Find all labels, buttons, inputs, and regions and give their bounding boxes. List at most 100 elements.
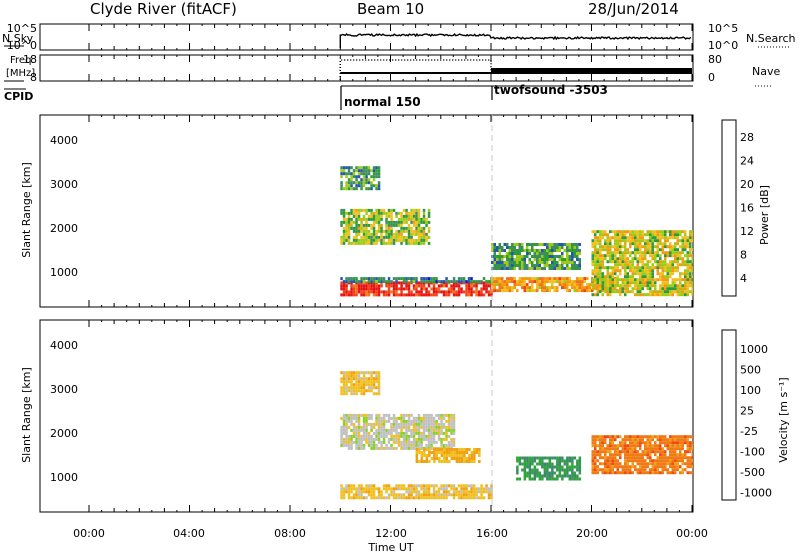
heatmap-cell xyxy=(355,380,358,384)
heatmap-cell xyxy=(543,474,547,478)
heatmap-cell xyxy=(651,459,654,463)
heatmap-cell xyxy=(624,444,627,448)
heatmap-cell xyxy=(596,257,599,261)
heatmap-cell xyxy=(395,220,398,224)
heatmap-cell xyxy=(440,484,443,488)
heatmap-cell xyxy=(636,233,639,237)
heatmap-cell xyxy=(558,459,562,463)
power-ylabel: Slant Range [km] xyxy=(20,162,33,258)
heatmap-cell xyxy=(360,389,363,393)
heatmap-cell xyxy=(513,264,516,267)
heatmap-cell xyxy=(460,454,464,457)
heatmap-cell xyxy=(624,290,627,294)
heatmap-cell xyxy=(573,264,576,267)
heatmap-cell xyxy=(566,474,569,478)
heatmap-cell xyxy=(528,471,532,475)
heatmap-cell xyxy=(367,484,371,488)
heatmap-cell xyxy=(676,230,679,234)
heatmap-cell xyxy=(425,290,428,294)
heatmap-cell xyxy=(342,431,346,435)
heatmap-cell xyxy=(350,211,353,215)
heatmap-cell xyxy=(347,226,351,230)
heatmap-cell xyxy=(661,293,664,297)
heatmap-cell xyxy=(345,377,348,381)
heatmap-cell xyxy=(631,269,634,273)
heatmap-cell xyxy=(447,293,451,297)
heatmap-cell xyxy=(360,386,363,390)
heatmap-cell xyxy=(380,443,383,447)
heatmap-cell xyxy=(350,446,353,450)
heatmap-cell xyxy=(357,169,361,173)
heatmap-cell xyxy=(342,496,346,500)
heatmap-cell xyxy=(475,280,478,284)
heatmap-cell xyxy=(345,490,348,494)
heatmap-cell xyxy=(362,487,366,491)
heatmap-cell xyxy=(646,462,649,466)
heatmap-cell xyxy=(382,434,386,438)
heatmap-cell xyxy=(430,425,433,429)
heatmap-cell xyxy=(367,290,371,294)
heatmap-cell xyxy=(412,208,416,212)
heatmap-cell xyxy=(372,431,376,435)
heatmap-cell xyxy=(664,441,667,445)
heatmap-cell xyxy=(521,280,524,284)
heatmap-cell xyxy=(511,289,514,293)
heatmap-cell xyxy=(482,281,486,285)
heatmap-cell xyxy=(591,465,594,469)
heatmap-cell xyxy=(460,460,464,463)
heatmap-cell xyxy=(435,451,439,454)
heatmap-cell xyxy=(691,290,693,294)
heatmap-cell xyxy=(362,172,366,176)
heatmap-cell xyxy=(578,468,582,472)
heatmap-cell xyxy=(601,444,604,448)
heatmap-cell xyxy=(684,254,687,258)
heatmap-cell xyxy=(679,441,682,445)
heatmap-cell xyxy=(392,425,396,429)
heatmap-cell xyxy=(636,260,639,264)
heatmap-cell xyxy=(669,263,672,267)
heatmap-cell xyxy=(475,284,478,288)
heatmap-cell xyxy=(425,422,428,426)
heatmap-cell xyxy=(689,251,692,255)
heatmap-cell xyxy=(455,451,459,454)
heatmap-cell xyxy=(578,477,582,481)
heatmap-cell xyxy=(420,437,423,441)
heatmap-cell xyxy=(686,278,689,282)
heatmap-cell xyxy=(352,220,356,224)
heatmap-cell xyxy=(651,444,654,448)
heatmap-cell xyxy=(609,248,612,252)
heatmap-cell xyxy=(357,493,361,497)
heatmap-cell xyxy=(447,443,451,447)
heatmap-cell xyxy=(493,283,496,287)
heatmap-cell xyxy=(599,272,602,276)
heatmap-cell xyxy=(387,226,391,230)
heatmap-cell xyxy=(365,238,368,242)
heatmap-cell xyxy=(614,248,617,252)
heatmap-cell xyxy=(516,261,519,264)
heatmap-cell xyxy=(415,287,418,291)
heatmap-cell xyxy=(372,169,376,173)
heatmap-cell xyxy=(350,371,353,375)
heatmap-cell xyxy=(415,284,418,288)
heatmap-cell xyxy=(674,236,677,240)
heatmap-cell xyxy=(435,425,438,429)
heatmap-cell xyxy=(485,487,488,491)
heatmap-cell xyxy=(355,217,358,221)
heatmap-cell xyxy=(405,280,408,284)
heatmap-cell xyxy=(566,465,569,469)
heatmap-cell xyxy=(656,239,659,243)
heatmap-cell xyxy=(616,459,619,463)
heatmap-cell xyxy=(400,496,403,500)
heatmap-cell xyxy=(684,242,687,246)
heatmap-cell xyxy=(493,258,496,261)
heatmap-cell xyxy=(380,490,383,494)
heatmap-cell xyxy=(420,425,423,429)
heatmap-cell xyxy=(345,184,348,188)
heatmap-cell xyxy=(679,438,682,442)
heatmap-cell xyxy=(460,448,464,451)
heatmap-cell xyxy=(372,211,376,215)
heatmap-cell xyxy=(528,280,531,284)
heatmap-cell xyxy=(674,233,677,237)
heatmap-cell xyxy=(342,220,346,224)
heatmap-cell xyxy=(634,468,637,472)
